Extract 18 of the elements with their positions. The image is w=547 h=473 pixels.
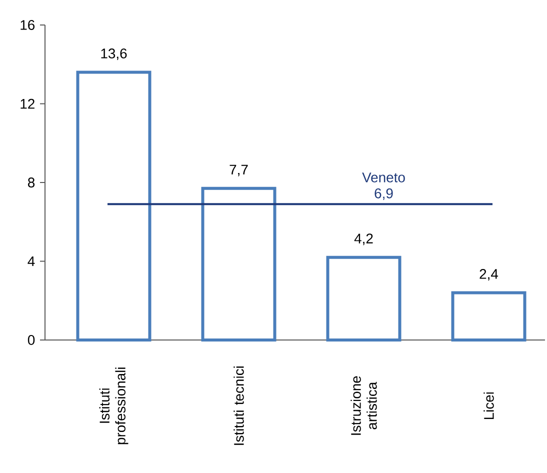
bar — [451, 291, 526, 342]
data-label: 4,2 — [354, 234, 373, 246]
y-tick-label: 4 — [28, 256, 35, 266]
x-tick-label: Licei — [484, 392, 494, 420]
data-label: 7,7 — [230, 164, 248, 176]
y-tick-label: 12 — [20, 98, 34, 109]
y-tick-label: 0 — [28, 335, 35, 345]
x-tick-label: Istruzione artistica — [350, 376, 377, 435]
y-tick-label: 16 — [20, 20, 35, 30]
x-tick-label: Istituti tecnici — [234, 366, 244, 445]
data-label: 13,6 — [101, 48, 127, 60]
y-tick-label: 8 — [28, 178, 35, 188]
x-tick-label: Istituti professionali — [99, 368, 128, 444]
bar — [76, 70, 152, 342]
data-label: 2,4 — [480, 269, 498, 281]
bar — [201, 186, 276, 342]
ref-line-label: Veneto 6,9 — [362, 172, 405, 200]
bar — [326, 256, 402, 342]
